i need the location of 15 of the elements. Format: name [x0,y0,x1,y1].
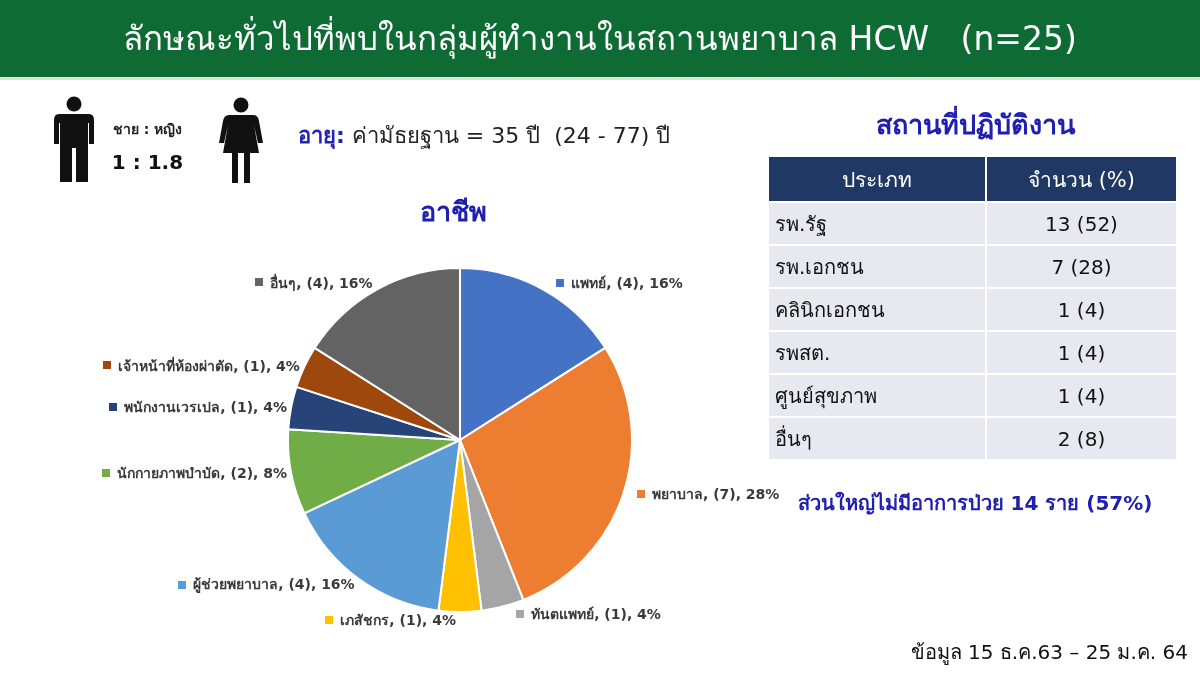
legend-label: นักกายภาพบำบัด, (2), 8% [92,464,288,481]
legend-label: อื่นๆ, (4), 16% [245,273,373,292]
chart-title: อาชีพ [419,196,487,227]
legend-label: ผู้ช่วยพยาบาล, (4), 16% [168,576,355,594]
text: 1 : 1.8 [110,150,185,174]
legend-label: แพทย์, (4), 16% [546,275,683,292]
text: อายุ: ค่ามัธยฐาน = 35 ปี (24 - 77) ปี [298,123,671,148]
legend-label: ทันตแพทย์, (1), 4% [506,606,661,623]
text: ลักษณะทั่วไปที่พบในกลุ่มผู้ทำงานในสถานพยาบาล HCW (n=25) [0,0,1200,80]
legend-label: พนักงานเวรเปล, (1), 4% [99,399,288,416]
legend-label: เภสัชกร, (1), 4% [315,612,456,628]
legend-label: พยาบาล, (7), 28% [627,485,780,502]
text: ชาย : หญิง [111,120,184,140]
text: ข้อมูล 15 ธ.ค.63 – 25 ม.ค. 64 [910,639,1188,667]
legend-label: เจ้าหน้าที่ห้องผ่าตัด, (1), 4% [93,356,300,375]
